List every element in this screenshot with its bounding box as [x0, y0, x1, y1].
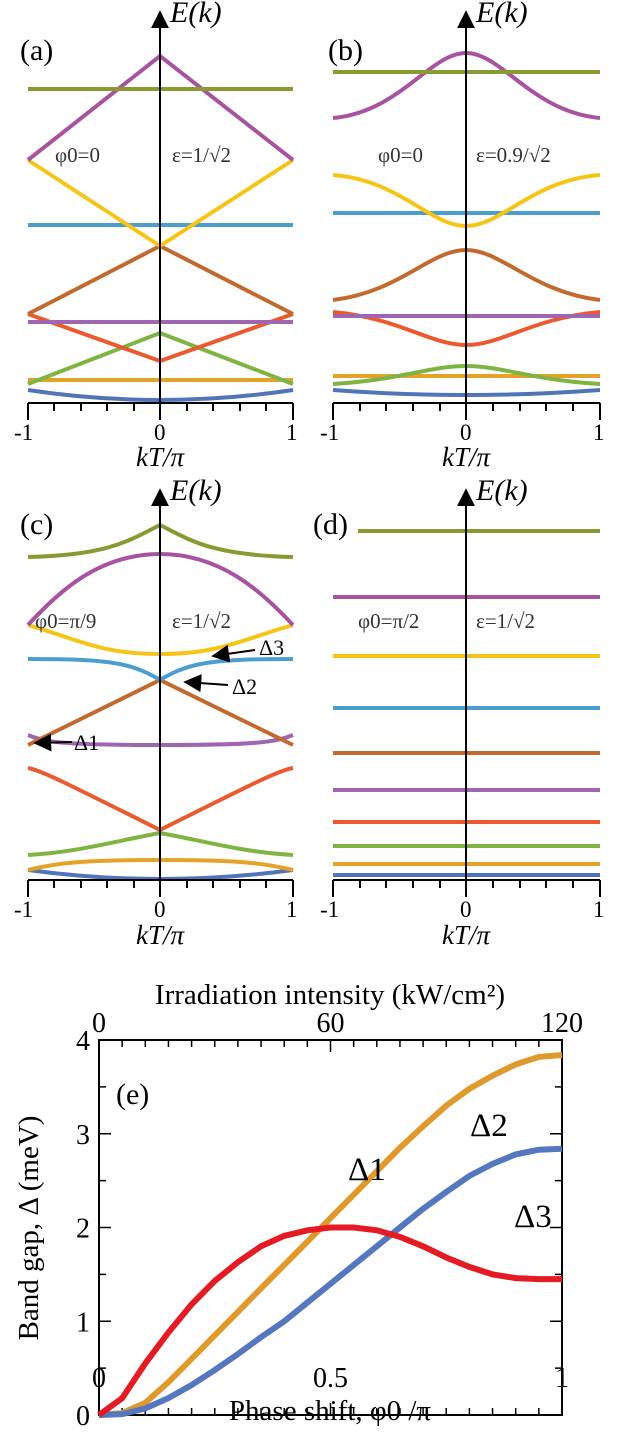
panel-c-eps: ε=1/√2: [172, 609, 231, 633]
panel-c-xtick-marks: [27, 880, 294, 897]
panel-d-xtick-marks: [332, 880, 601, 897]
panel-a-xtick: 0: [154, 420, 166, 445]
panel-c-phi: φ0=π/9: [35, 609, 96, 633]
panel-d-xtick: 1: [593, 897, 605, 922]
panel-a-xtick-marks: [27, 403, 294, 420]
panel-e-label: (e): [116, 1078, 149, 1111]
series-label-delta2: Δ2: [470, 1108, 508, 1144]
panel-a-eps: ε=1/√2: [172, 143, 231, 167]
panel-c-label: (c): [20, 508, 53, 541]
panel-a-xtick: -1: [14, 420, 33, 445]
panel-b-phi: φ0=0: [378, 143, 423, 167]
panel-b-ylabel: E(k): [475, 0, 528, 29]
top-x-tick-label: 60: [317, 1008, 345, 1039]
panel-c-xtick: 1: [286, 897, 298, 922]
y-tick-label: 3: [76, 1120, 90, 1151]
panel-a: (a) E(k) φ0=0 ε=1/√2 -1 0 1 kT/π: [14, 0, 298, 472]
top-x-tick-label: 0: [92, 1008, 106, 1039]
panel-c-xtick: 0: [154, 897, 166, 922]
gap-arrow: [33, 733, 73, 752]
panel-b-xtick: 1: [593, 420, 605, 445]
panel-c: (c) E(k) φ0=π/9 ε=1/√2 Δ3 Δ2 Δ1 -1 0 1 k…: [14, 474, 298, 950]
y-tick-label: 4: [76, 1026, 90, 1057]
panel-b-xtick: -1: [320, 420, 339, 445]
panel-a-phi: φ0=0: [55, 143, 100, 167]
panel-c-annotations: Δ3 Δ2 Δ1: [33, 635, 284, 755]
panel-e-top-xlabel: Irradiation intensity (kW/cm²): [155, 979, 505, 1011]
y-tick-label: 2: [76, 1214, 90, 1245]
panel-c-xlabel: kT/π: [136, 920, 186, 950]
series-label-delta1: Δ1: [348, 1152, 386, 1188]
panel-d-ylabel: E(k): [475, 474, 528, 507]
series-line-delta2: [98, 1145, 563, 1418]
series-line-delta3: [97, 1224, 562, 1418]
panel-b-eps: ε=0.9/√2: [476, 143, 551, 167]
top-x-tick-label: 120: [541, 1008, 583, 1039]
panel-a-xtick: 1: [286, 420, 298, 445]
panel-a-label: (a): [20, 34, 53, 67]
y-tick-label: 1: [76, 1307, 90, 1338]
panel-c-xtick: -1: [14, 897, 33, 922]
panel-e-ylabel: Band gap, Δ (meV): [13, 1116, 45, 1341]
gap-arrow: [183, 674, 229, 693]
panel-e-series: [97, 1052, 563, 1418]
panel-d: (d) E(k) φ0=π/2 ε=1/√2 -1 0 1 kT/π: [313, 474, 605, 950]
delta2-annotation: Δ2: [232, 674, 257, 699]
panel-b-xlabel: kT/π: [442, 442, 492, 472]
series-line-delta1: [98, 1052, 563, 1418]
panel-d-xtick: -1: [320, 897, 339, 922]
panel-b: (b) E(k) φ0=0 ε=0.9/√2 -1 0 1 kT/π: [320, 0, 605, 472]
x-tick-label: 1: [555, 1363, 569, 1394]
panel-d-xlabel: kT/π: [442, 920, 492, 950]
panel-b-xtick: 0: [460, 420, 472, 445]
x-tick-label: 0: [92, 1363, 106, 1394]
panel-b-xtick-marks: [332, 403, 601, 420]
delta3-annotation: Δ3: [259, 635, 284, 660]
panel-d-label: (d): [313, 508, 348, 541]
panel-a-ylabel: E(k): [169, 0, 222, 29]
x-tick-label: 0.5: [313, 1363, 348, 1394]
y-tick-label: 0: [76, 1401, 90, 1432]
panel-a-xlabel: kT/π: [136, 442, 186, 472]
panel-d-xtick: 0: [460, 897, 472, 922]
gap-arrow: [211, 644, 256, 663]
panel-d-phi: φ0=π/2: [358, 609, 419, 633]
series-label-delta3: Δ3: [514, 1199, 552, 1235]
panel-e-xlabel: Phase shift, φ0 /π: [229, 1395, 432, 1427]
panel-c-ylabel: E(k): [169, 474, 222, 507]
delta1-annotation: Δ1: [74, 730, 99, 755]
panel-d-eps: ε=1/√2: [476, 609, 535, 633]
panel-b-label: (b): [328, 34, 363, 67]
